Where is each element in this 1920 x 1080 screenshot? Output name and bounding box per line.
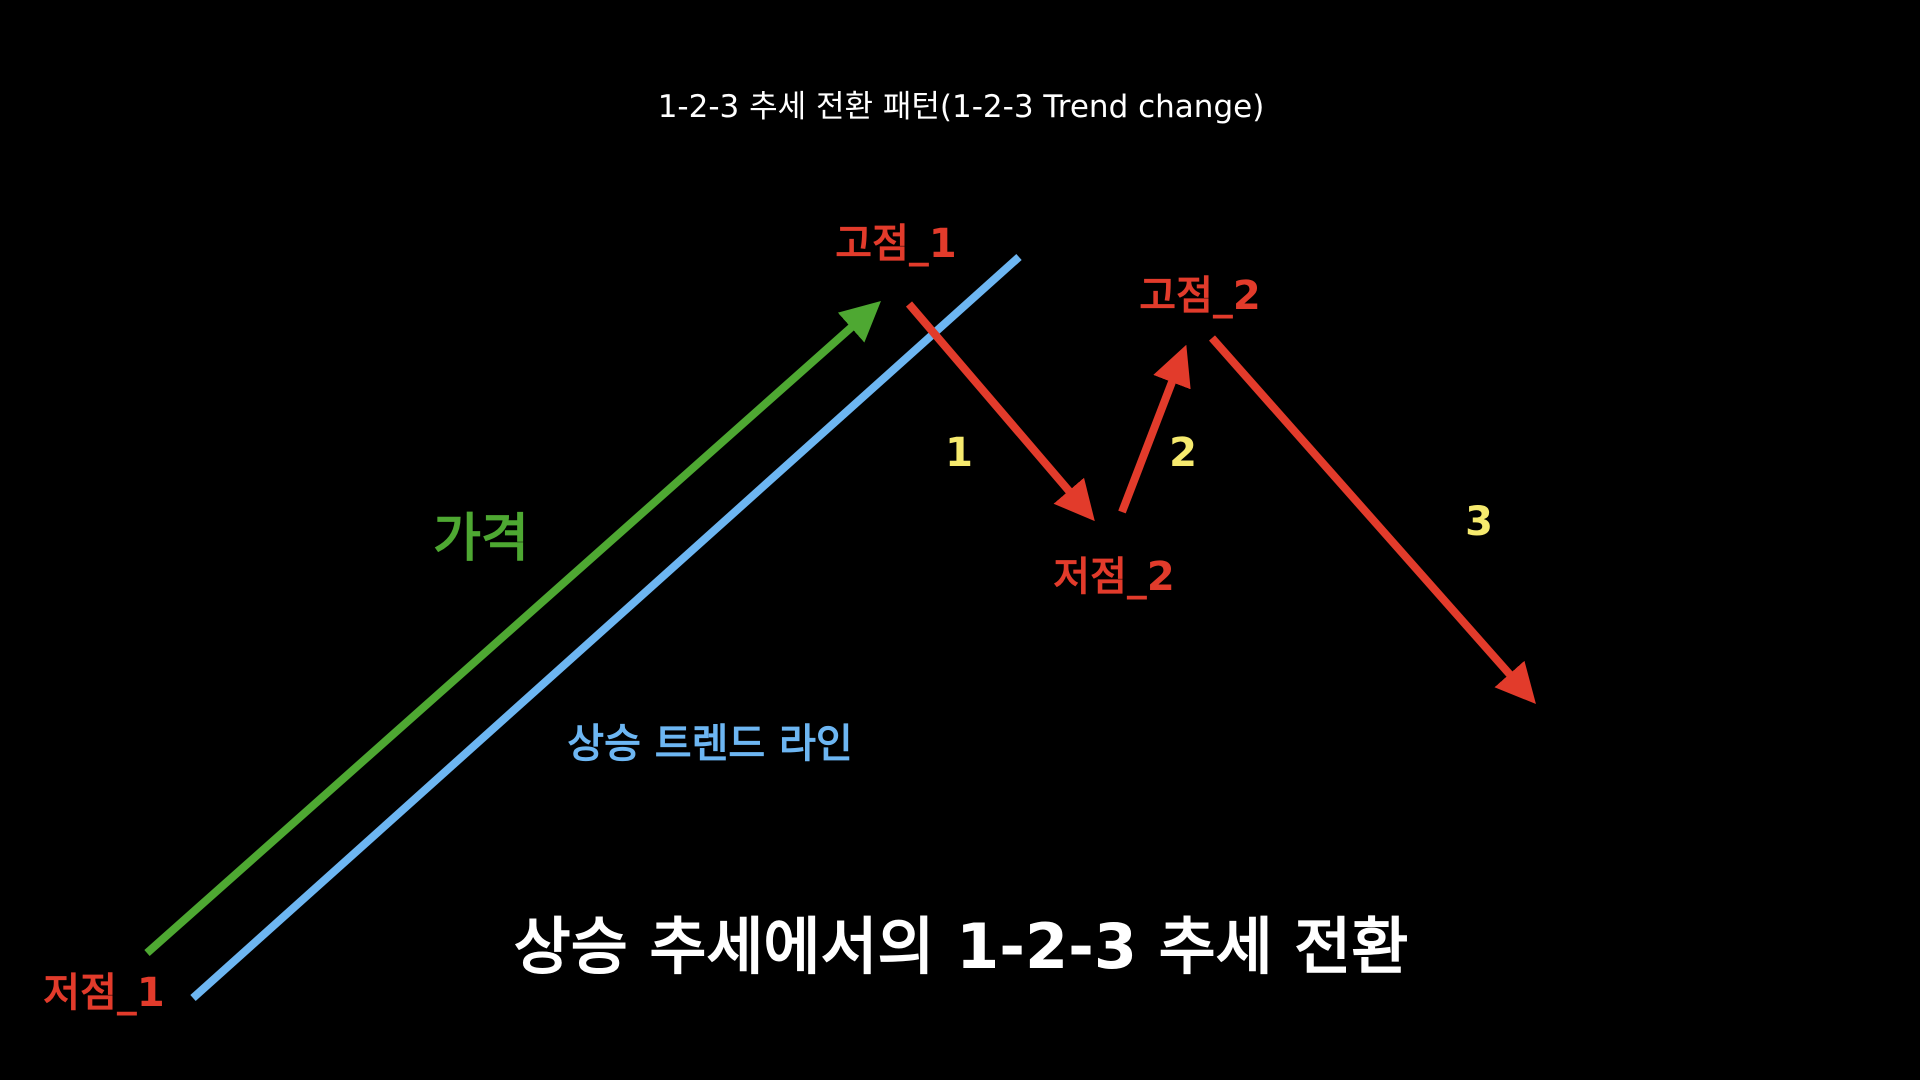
low-2-label: 저점_2 [1053, 554, 1174, 600]
high-1-label: 고점_1 [835, 221, 956, 267]
low-1-label: 저점_1 [43, 970, 164, 1016]
move-2-arrow [1118, 344, 1191, 514]
uptrend-line [190, 254, 1022, 1001]
move-3-arrow [1209, 335, 1536, 704]
diagram-caption: 상승 추세에서의 1-2-3 추세 전환 [514, 910, 1409, 983]
high-2-label: 고점_2 [1139, 273, 1260, 319]
step-1-number: 1 [945, 430, 973, 476]
step-2-number: 2 [1169, 430, 1197, 476]
diagram-title: 1-2-3 추세 전환 패턴(1-2-3 Trend change) [658, 89, 1265, 125]
price-label: 가격 [433, 509, 529, 569]
uptrend-line-label: 상승 트렌드 라인 [567, 721, 852, 767]
step-3-number: 3 [1465, 499, 1493, 545]
price-arrow [144, 301, 881, 956]
move-1-arrow [905, 301, 1095, 522]
